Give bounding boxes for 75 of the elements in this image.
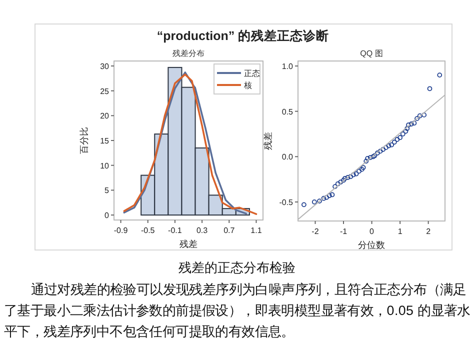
point xyxy=(437,72,442,78)
point xyxy=(389,142,394,148)
point xyxy=(408,122,414,126)
y-tick-label: 0.5 xyxy=(282,107,294,116)
point xyxy=(330,192,335,198)
point xyxy=(378,148,383,154)
point xyxy=(324,194,329,200)
y-tick-label: 25 xyxy=(100,86,110,96)
y-axis-title: 残差 xyxy=(263,132,273,150)
point xyxy=(348,174,354,180)
y-tick-label: 1.0 xyxy=(282,62,294,71)
point xyxy=(386,143,392,148)
point xyxy=(380,146,386,152)
y-tick-label: 0 xyxy=(104,211,110,220)
text: 残差的正态分布检验 xyxy=(178,259,296,277)
x-tick-label: 0.7 xyxy=(224,226,236,235)
point xyxy=(398,135,402,140)
point xyxy=(412,120,417,126)
point xyxy=(417,113,422,118)
point xyxy=(360,165,366,170)
x-tick-label: 0 xyxy=(370,227,375,236)
point xyxy=(394,136,400,142)
x-tick-label: -1 xyxy=(340,227,348,236)
point xyxy=(374,150,380,156)
point xyxy=(335,181,340,186)
y-tick-label: 0.0 xyxy=(282,152,294,162)
point xyxy=(368,155,373,160)
point xyxy=(312,200,317,204)
x-tick-label: 2 xyxy=(426,227,432,236)
point xyxy=(338,180,344,184)
point xyxy=(365,156,370,161)
legend-label: 正态 xyxy=(244,69,260,78)
point xyxy=(392,140,397,145)
point xyxy=(301,202,306,208)
point xyxy=(356,168,362,174)
point xyxy=(422,112,427,118)
y-tick-label: 20 xyxy=(100,112,110,121)
x-tick-label: 1 xyxy=(398,227,403,236)
x-tick-label: -0.1 xyxy=(168,226,182,235)
point xyxy=(345,175,350,180)
y-tick-label: 5 xyxy=(104,186,110,196)
x-tick-label: 0.3 xyxy=(196,226,208,235)
point xyxy=(359,166,364,172)
y-tick-label: -0.5 xyxy=(279,198,294,207)
x-tick-label: -2 xyxy=(312,227,320,236)
x-tick-label: -0.5 xyxy=(140,226,156,235)
point xyxy=(350,172,356,178)
point xyxy=(414,116,420,122)
text: 通过对残差的检验可以发现残差序列为白噪声序列，且符合正态分布（满足了基于最小二乘法估计参数的前提假设），即表明模型显著有效，0.05 的显著水平下，残差序列中不包含任何可提取的有效信息。 xyxy=(4,281,472,341)
point xyxy=(317,198,322,204)
point xyxy=(403,128,408,134)
point xyxy=(354,171,359,176)
x-axis-title: 分位数 xyxy=(358,240,385,250)
y-tick-label: 15 xyxy=(100,136,110,146)
x-tick-label: 1.1 xyxy=(250,226,262,235)
point xyxy=(364,158,369,164)
y-tick-label: 10 xyxy=(100,161,110,170)
chart-title: 残差分布 xyxy=(172,49,204,58)
point xyxy=(404,126,410,131)
point xyxy=(341,178,346,183)
point xyxy=(427,86,432,92)
point xyxy=(383,145,388,150)
point xyxy=(400,132,406,136)
point xyxy=(406,122,411,128)
point xyxy=(342,176,348,181)
y-tick-label: 30 xyxy=(100,62,110,71)
y-axis-title: 百分比 xyxy=(79,127,89,154)
legend-label: 核 xyxy=(243,81,252,90)
point xyxy=(332,184,338,189)
x-tick-label: -0.9 xyxy=(114,226,128,235)
point xyxy=(326,193,332,198)
point xyxy=(321,196,326,201)
chart-title: QQ 图 xyxy=(360,49,383,58)
x-axis-title: 残差 xyxy=(180,239,198,249)
text: “production” 的残差正态诊断 xyxy=(156,28,330,43)
